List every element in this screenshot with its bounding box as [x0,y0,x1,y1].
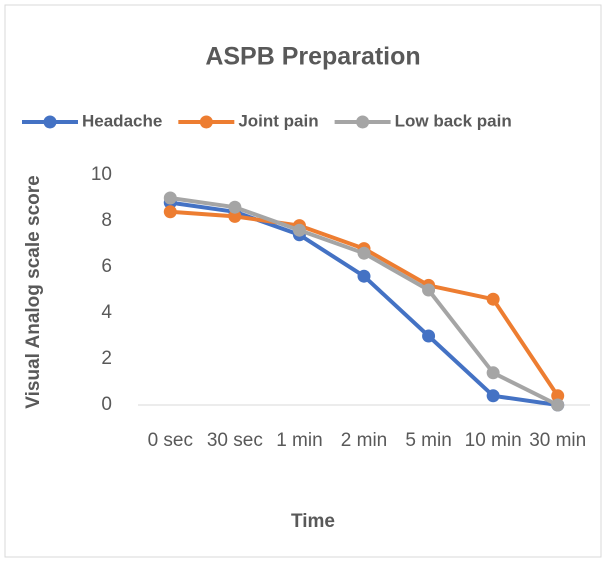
data-point [357,269,371,283]
data-point [357,246,371,260]
x-tick-label: 0 sec [148,430,193,451]
data-point [292,223,306,237]
data-point [228,200,242,214]
y-tick-label: 0 [101,394,112,415]
legend-label: Headache [82,111,162,130]
legend-marker [199,115,213,129]
y-tick-label: 8 [101,210,112,231]
data-point [163,205,177,219]
x-axis-label: Time [291,511,335,532]
x-tick-label: 1 min [276,430,322,451]
data-point [422,283,436,297]
legend-marker [356,115,370,129]
chart-border [4,4,602,558]
x-tick-label: 10 min [465,430,522,451]
legend-label: Low back pain [395,111,512,130]
data-point [551,389,565,403]
y-axis-label: Visual Analog scale score [23,175,44,408]
y-tick-label: 4 [101,302,112,323]
x-tick-label: 5 min [405,430,451,451]
chart-title: ASPB Preparation [205,43,420,71]
data-point [486,389,500,403]
data-point [486,292,500,306]
data-point [486,366,500,380]
legend-label: Joint pain [238,111,318,130]
y-tick-label: 2 [101,348,112,369]
data-point [551,398,565,412]
data-point [163,191,177,205]
x-tick-label: 30 min [529,430,586,451]
data-point [422,329,436,343]
legend-marker [43,115,57,129]
x-tick-label: 2 min [341,430,387,451]
y-tick-label: 10 [91,164,112,185]
data-point [228,209,242,223]
y-tick-label: 6 [101,256,112,277]
x-tick-label: 30 sec [207,430,263,451]
